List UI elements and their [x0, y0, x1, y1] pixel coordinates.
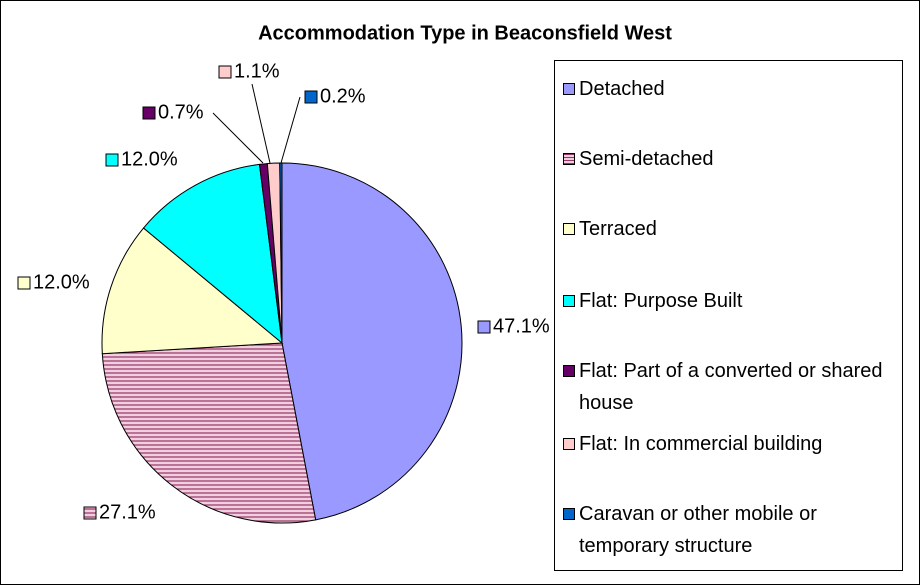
legend-swatch [563, 508, 575, 520]
legend-label: Flat: Purpose Built [579, 290, 743, 312]
chart-title: Accommodation Type in Beaconsfield West [258, 22, 672, 44]
legend-label: Flat: Part of a converted or shared hous… [579, 360, 883, 414]
data-label: 0.7% [158, 101, 204, 123]
pie-slice [101, 342, 317, 524]
label-swatch [83, 506, 97, 520]
data-label: 12.0% [33, 271, 90, 293]
leader-line [280, 96, 301, 164]
legend-entry: Terraced [563, 213, 898, 245]
data-label: 12.0% [121, 148, 178, 170]
data-label: 27.1% [99, 501, 156, 523]
legend-swatch [563, 295, 575, 307]
pie-slice [279, 162, 283, 344]
leader-line [212, 112, 264, 164]
legend-entry: Detached [563, 73, 898, 105]
legend-entry: Semi-detached [563, 143, 898, 175]
legend-label: Flat: In commercial building [579, 433, 823, 455]
label-swatch [142, 106, 156, 120]
pie-slice [142, 163, 283, 345]
label-swatch [218, 65, 232, 79]
legend-entry: Flat: Purpose Built [563, 285, 898, 317]
label-swatch [105, 153, 119, 167]
legend-swatch [563, 153, 575, 165]
legend: Detached Semi-detached Terraced Flat: Purpo… [554, 60, 903, 571]
data-label: 0.2% [320, 85, 366, 107]
pie-slice [281, 162, 463, 521]
legend-swatch [563, 83, 575, 95]
legend-label: Semi-detached [579, 148, 714, 170]
legend-entry: Caravan or other mobile or temporary str… [563, 498, 898, 562]
legend-swatch [563, 223, 575, 235]
legend-label: Detached [579, 78, 665, 100]
legend-swatch [563, 365, 575, 377]
label-swatch [17, 276, 31, 290]
legend-label: Terraced [579, 218, 657, 240]
data-label: 47.1% [493, 315, 550, 337]
legend-entry: Flat: In commercial building [563, 428, 898, 460]
data-label: 1.1% [234, 60, 280, 82]
legend-label: Caravan or other mobile or temporary str… [579, 503, 817, 557]
label-swatch [304, 90, 318, 104]
legend-swatch [563, 438, 575, 450]
leader-line [251, 83, 271, 164]
label-swatch [477, 320, 491, 334]
pie-slice [101, 227, 284, 355]
legend-entry: Flat: Part of a converted or shared hous… [563, 355, 898, 419]
